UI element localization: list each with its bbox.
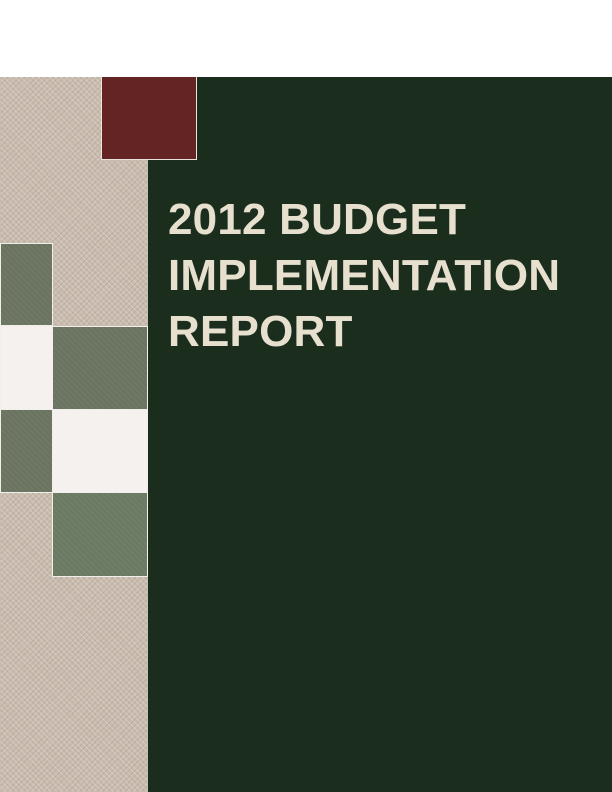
maroon-accent-block [101,77,197,160]
report-title-line-1: 2012 BUDGET [168,195,467,244]
cover-design [0,77,612,792]
decorative-tile-light-1 [0,326,53,410]
report-title-line-3: REPORT [168,307,353,356]
report-title-line-2: IMPLEMENTATION [168,251,561,300]
decorative-tile-medium [52,492,148,577]
decorative-tile-dark-1 [0,243,53,326]
report-title: 2012 BUDGET IMPLEMENTATION REPORT [168,192,604,360]
decorative-tile-dark-3 [0,409,53,493]
decorative-tile-light-2 [52,409,148,493]
green-title-panel [148,77,612,792]
decorative-tile-dark-2 [52,326,148,410]
